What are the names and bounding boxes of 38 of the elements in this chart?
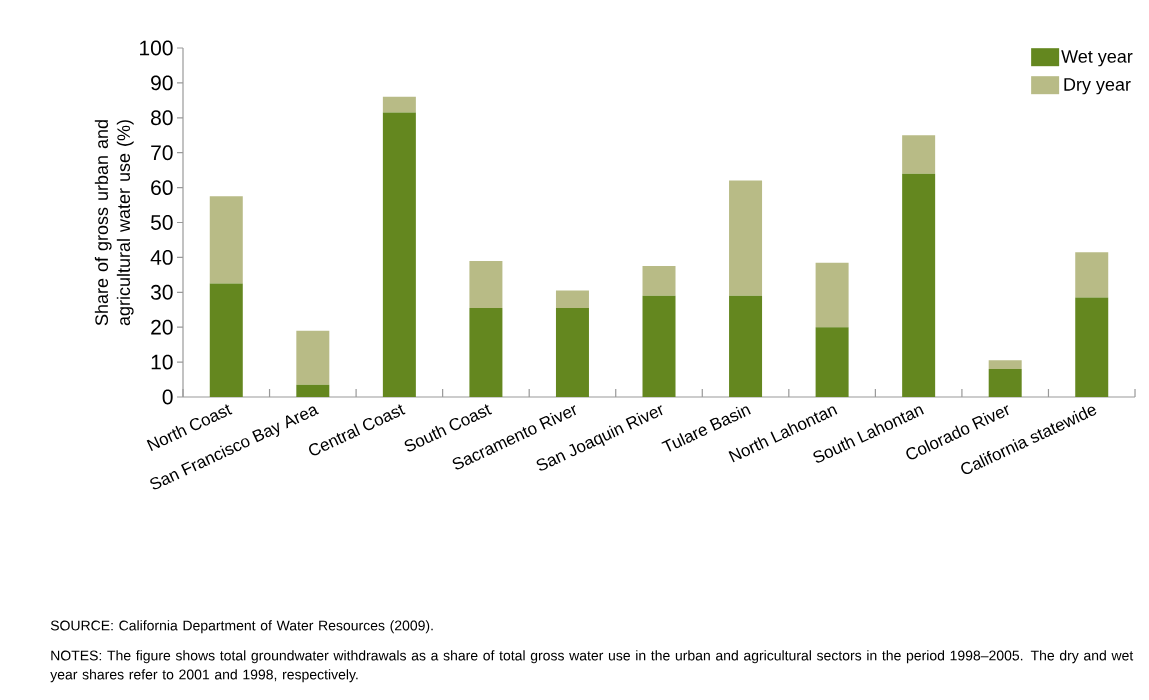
source-note: SOURCE: California Department of Water Resources (2009). xyxy=(50,620,433,634)
bar xyxy=(382,112,416,397)
bar xyxy=(642,266,676,296)
y-tick-label: 60 xyxy=(151,180,173,196)
text: NOTES: The figure shows total groundwater withdrawals as a share of total gross water use in the urban and agricultural sectors in the period 1998–2005. The dry and wet year shares refer to 2001 and 1998, respectively. xyxy=(50,650,1134,683)
bar xyxy=(296,330,330,385)
bar xyxy=(729,295,763,397)
y-tick-label: 20 xyxy=(151,319,173,335)
bar xyxy=(642,295,676,397)
y-tick-label: 30 xyxy=(150,284,173,300)
y-tick-label: 100 xyxy=(140,40,173,56)
bar xyxy=(815,262,849,328)
bar xyxy=(902,135,936,174)
y-tick-label: 10 xyxy=(151,354,173,370)
bar xyxy=(555,308,589,397)
bar xyxy=(555,290,589,308)
legend-label: Wet year xyxy=(1061,50,1133,67)
bar xyxy=(1075,252,1109,298)
bar xyxy=(296,384,330,397)
bar xyxy=(469,308,503,397)
y-tick-label: 50 xyxy=(150,215,173,230)
y-tick-label: 80 xyxy=(151,110,173,126)
bar xyxy=(815,327,849,397)
y-tick-label: 0 xyxy=(162,389,173,405)
bar xyxy=(209,283,243,397)
y-tick-label: 90 xyxy=(151,75,173,91)
bar xyxy=(382,96,416,113)
legend-label: Dry year xyxy=(1064,78,1131,95)
y-tick-label: 40 xyxy=(150,249,173,265)
bar xyxy=(902,173,936,397)
bar xyxy=(209,196,243,284)
bar xyxy=(469,260,503,308)
y-tick-label: 70 xyxy=(151,145,173,161)
bar xyxy=(729,180,763,296)
bar xyxy=(988,369,1022,397)
y-axis-title: Share of gross urban and agricultural water use (%) xyxy=(94,120,134,326)
bar xyxy=(1075,297,1109,397)
bar xyxy=(988,360,1022,370)
